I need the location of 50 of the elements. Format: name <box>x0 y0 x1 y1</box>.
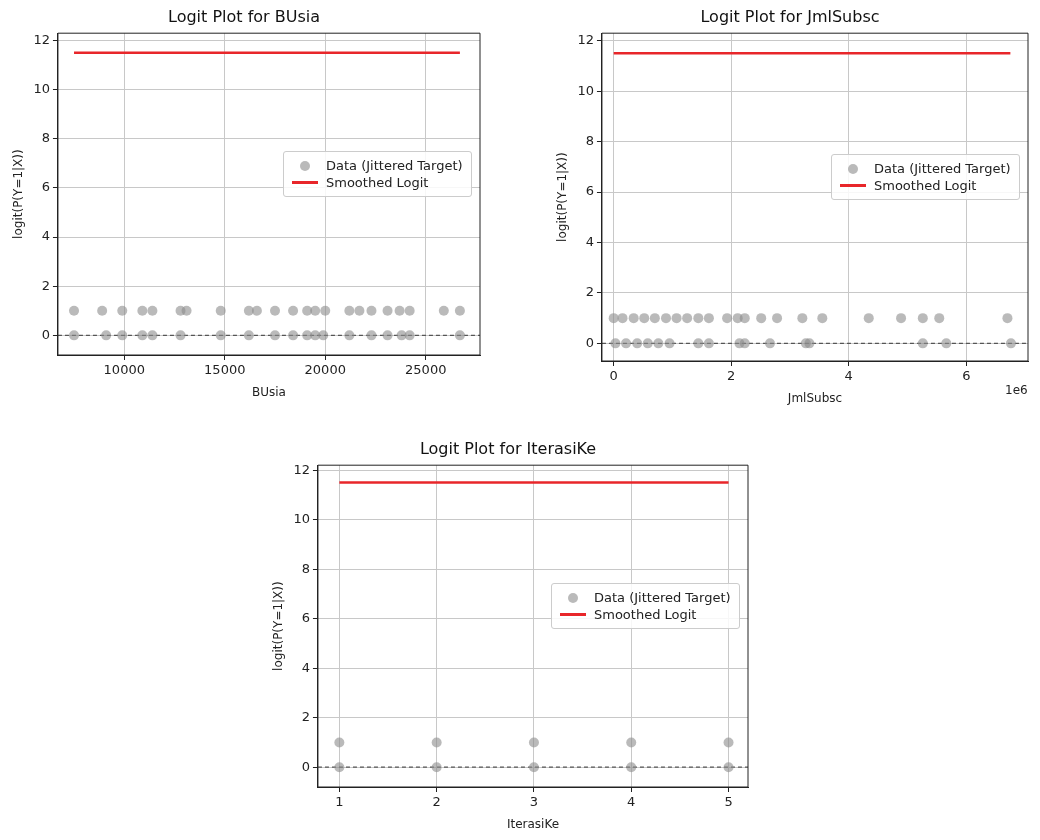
y-tick-label: 6 <box>585 183 594 199</box>
y-tick-label: 6 <box>41 179 50 195</box>
x-axis-title: IterasiKe <box>506 816 560 831</box>
y-tick-label: 4 <box>301 659 310 675</box>
chart-title: Logit Plot for IterasiKe <box>419 438 597 458</box>
y-tick-label: 8 <box>301 560 310 576</box>
y-tick-label: 0 <box>301 758 310 774</box>
legend-label: Smoothed Logit <box>326 175 429 191</box>
y-tick-label: 10 <box>293 511 310 527</box>
legend-label: Data (Jittered Target) <box>594 590 731 606</box>
x-tick-label: 5 <box>724 794 733 810</box>
x-axis-title: BUsia <box>251 384 286 399</box>
y-tick-label: 2 <box>585 284 594 300</box>
x-tick-label: 4 <box>627 794 636 810</box>
y-axis-title: logit(P(Y=1|X)) <box>271 581 286 671</box>
x-axis-title: JmlSubsc <box>786 390 843 405</box>
x-tick-label: 6 <box>962 368 971 384</box>
y-tick-label: 4 <box>41 228 50 244</box>
y-tick-label: 8 <box>41 130 50 146</box>
legend-label: Smoothed Logit <box>594 607 697 623</box>
y-tick-label: 6 <box>301 610 310 626</box>
y-tick-label: 4 <box>585 233 594 249</box>
y-tick-label: 12 <box>33 31 50 47</box>
chart-title: Logit Plot for JmlSubsc <box>700 6 880 26</box>
x-tick-label: 0 <box>609 368 618 384</box>
legend-label: Data (Jittered Target) <box>326 158 463 174</box>
y-tick-label: 0 <box>41 326 50 342</box>
y-tick-label: 10 <box>33 81 50 97</box>
y-axis-title: logit(P(Y=1|X)) <box>555 152 570 242</box>
y-tick-label: 12 <box>293 461 310 477</box>
x-tick-label: 20000 <box>304 362 346 378</box>
chart-title: Logit Plot for BUsia <box>168 6 320 26</box>
x-tick-label: 2 <box>432 794 441 810</box>
x-tick-label: 15000 <box>204 362 246 378</box>
y-tick-label: 2 <box>301 709 310 725</box>
y-tick-label: 12 <box>577 32 594 48</box>
legend-label: Data (Jittered Target) <box>874 161 1011 177</box>
x-tick-label: 25000 <box>405 362 447 378</box>
x-tick-label: 3 <box>529 794 539 810</box>
y-tick-label: 10 <box>577 82 594 98</box>
x-tick-label: 2 <box>727 368 736 384</box>
x-tick-label: 4 <box>844 368 853 384</box>
x-tick-label: 10000 <box>103 362 145 378</box>
x-tick-label: 1 <box>335 794 344 810</box>
y-tick-label: 8 <box>585 133 594 148</box>
legend-label: Smoothed Logit <box>874 178 977 194</box>
y-axis-title: logit(P(Y=1|X)) <box>11 149 26 239</box>
y-tick-label: 0 <box>585 334 594 350</box>
text: 1e6 <box>1005 383 1028 397</box>
y-tick-label: 2 <box>41 277 50 293</box>
